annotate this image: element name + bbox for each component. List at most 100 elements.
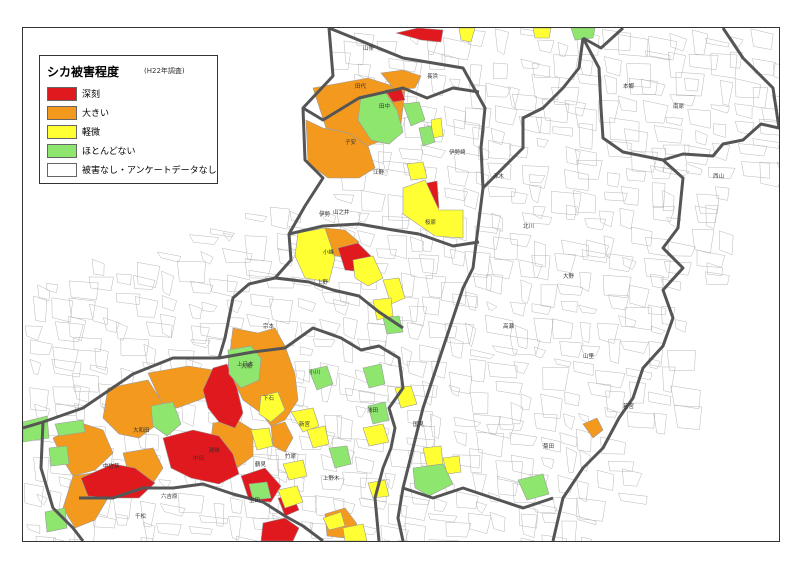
municipal-boundary: [486, 424, 515, 439]
municipal-boundary: [737, 143, 768, 157]
municipal-boundary: [552, 126, 573, 137]
municipal-boundary: [520, 279, 533, 304]
municipal-boundary: [705, 37, 730, 48]
municipal-boundary: [561, 520, 577, 541]
municipal-boundary: [572, 189, 596, 214]
municipal-boundary: [533, 413, 558, 432]
municipal-boundary: [662, 366, 676, 393]
municipal-boundary: [675, 71, 705, 97]
municipality-label: 山之井: [333, 208, 350, 216]
municipal-boundary: [509, 432, 538, 446]
municipal-boundary: [533, 240, 546, 268]
municipal-boundary: [608, 338, 621, 364]
municipal-boundary: [603, 235, 615, 259]
legend-swatch: [47, 105, 77, 120]
region-severe-damage: [395, 28, 444, 43]
municipality-label: 長浜: [427, 72, 439, 80]
municipal-boundary: [584, 218, 607, 231]
municipal-boundary: [408, 257, 435, 280]
municipal-boundary: [572, 361, 594, 376]
municipal-boundary: [603, 56, 622, 77]
municipal-boundary: [598, 210, 614, 228]
region-little-damage: [517, 473, 550, 501]
municipal-boundary: [521, 513, 538, 539]
municipal-boundary: [719, 80, 734, 106]
municipal-boundary: [580, 345, 601, 357]
municipal-boundary: [420, 144, 446, 159]
municipal-boundary: [669, 94, 696, 107]
municipal-boundary: [490, 127, 505, 146]
municipal-boundary: [409, 305, 427, 327]
municipality-label: 新宮: [299, 420, 311, 428]
municipal-boundary: [407, 409, 433, 428]
municipal-boundary: [520, 537, 536, 541]
municipality-label: 中田: [193, 454, 204, 462]
municipal-boundary: [52, 346, 79, 372]
municipal-boundary: [387, 235, 407, 260]
legend-title: シカ被害程度: [47, 65, 120, 79]
municipal-boundary: [469, 448, 483, 474]
legend-label: ほとんどない: [82, 147, 136, 157]
municipal-boundary: [145, 321, 173, 338]
region-large-damage: [102, 379, 164, 439]
municipal-boundary: [564, 99, 587, 117]
municipal-boundary: [428, 321, 458, 338]
municipal-boundary: [116, 273, 132, 286]
municipal-boundary: [54, 404, 80, 416]
municipal-boundary: [608, 253, 634, 272]
legend-item-minor: 軽微: [47, 124, 100, 139]
municipal-boundary: [494, 28, 509, 56]
municipal-boundary: [68, 297, 96, 320]
municipal-boundary: [36, 493, 48, 506]
municipal-boundary: [161, 295, 177, 312]
municipal-boundary: [250, 293, 274, 308]
region-minor-damage: [402, 179, 464, 239]
municipal-boundary: [115, 293, 141, 306]
municipal-boundary: [644, 237, 669, 257]
municipal-boundary: [190, 339, 211, 349]
municipal-boundary: [688, 54, 719, 70]
municipal-boundary: [759, 162, 779, 188]
municipal-boundary: [660, 278, 681, 291]
municipal-boundary: [74, 403, 85, 421]
region-minor-damage: [258, 391, 286, 423]
region-minor-damage: [342, 523, 368, 541]
municipal-boundary: [244, 235, 268, 261]
municipal-boundary: [642, 100, 669, 124]
municipal-boundary: [358, 497, 388, 510]
municipal-boundary: [448, 384, 460, 397]
municipal-boundary: [604, 74, 617, 95]
legend-survey-note: (H22年調査): [144, 67, 185, 75]
municipal-boundary: [586, 239, 610, 259]
municipal-boundary: [102, 317, 120, 333]
municipal-boundary: [520, 393, 532, 411]
municipality-label: 若宮: [623, 402, 635, 410]
municipal-boundary: [587, 381, 612, 398]
region-minor-damage: [250, 427, 274, 451]
municipality-label: 大野: [563, 272, 575, 280]
municipal-boundary: [556, 283, 583, 296]
legend-swatch: [47, 162, 77, 177]
municipal-boundary: [511, 191, 528, 204]
legend-item-large: 大きい: [47, 105, 109, 120]
municipal-boundary: [578, 59, 593, 77]
municipal-boundary: [389, 449, 416, 469]
municipality-label: 竹原: [285, 452, 297, 460]
municipality-label: 小峰: [323, 248, 335, 256]
municipal-boundary: [684, 77, 700, 92]
region-minor-damage: [372, 297, 394, 321]
municipal-boundary: [90, 364, 109, 375]
municipal-boundary: [199, 515, 229, 524]
municipal-boundary: [576, 497, 606, 522]
municipal-boundary: [696, 249, 726, 268]
region-little-damage: [418, 125, 436, 147]
municipal-boundary: [68, 538, 82, 541]
municipal-boundary: [758, 118, 779, 136]
municipal-boundary: [620, 186, 640, 206]
municipal-boundary: [428, 50, 446, 70]
municipal-boundary: [696, 193, 720, 214]
municipality-label: 千松: [135, 512, 147, 520]
municipal-boundary: [669, 32, 688, 52]
municipal-boundary: [650, 165, 672, 180]
municipal-boundary: [617, 492, 648, 505]
